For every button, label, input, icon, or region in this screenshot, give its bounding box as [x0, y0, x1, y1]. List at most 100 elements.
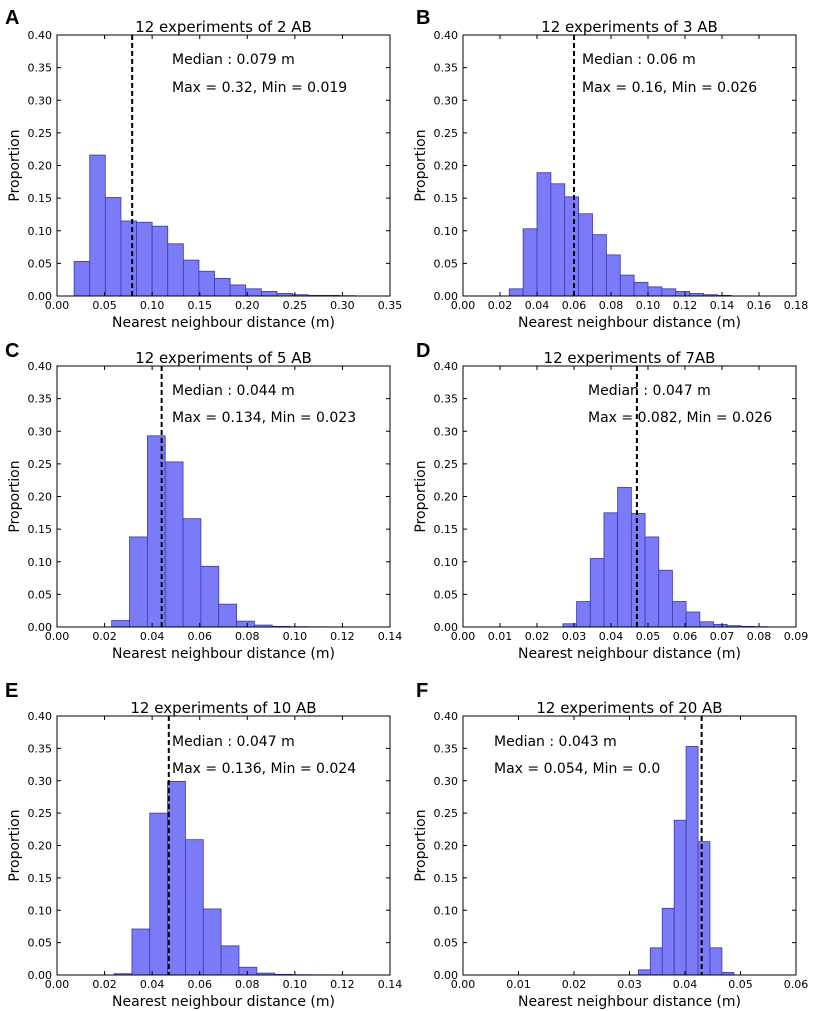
- x-tick-label: 0.12: [330, 978, 355, 991]
- histogram-bar: [167, 243, 184, 297]
- x-tick-label: 0.01: [506, 978, 531, 991]
- y-tick-label: 0.30: [434, 94, 459, 107]
- max-min-annotation: Max = 0.054, Min = 0.0: [494, 761, 660, 777]
- histogram-bar: [589, 558, 605, 628]
- y-tick-label: 0.15: [28, 872, 53, 885]
- x-tick-label: 0.00: [451, 630, 476, 643]
- x-axis: 0.00 0.01 0.02 0.03 0.04 0.05 0.06 Nearest neig…: [451, 716, 808, 1010]
- chart-title: 12 experiments of 5 AB: [135, 349, 312, 367]
- histogram-bar: [592, 234, 607, 297]
- y-tick-label: 0.35: [434, 393, 459, 406]
- x-tick-label: 0.20: [235, 299, 260, 312]
- y-tick-label: 0.10: [28, 225, 53, 238]
- histogram-bar: [637, 969, 651, 976]
- x-tick-label: 0.08: [599, 299, 624, 312]
- y-axis: 0.00 0.05 0.10 0.15 0.20 0.25 0.30 0.35 0.40 Prop…: [7, 360, 390, 634]
- y-tick-label: 0.20: [434, 840, 459, 853]
- y-tick-label: 0.00: [28, 621, 53, 634]
- y-tick-label: 0.40: [28, 29, 53, 42]
- histogram-bar: [185, 839, 204, 976]
- histogram-bar: [649, 947, 663, 976]
- y-axis-label: Proportion: [7, 129, 23, 201]
- x-tick-label: 0.14: [710, 299, 735, 312]
- y-tick-label: 0.25: [28, 127, 53, 140]
- y-tick-label: 0.10: [28, 556, 53, 569]
- y-tick-label: 0.30: [28, 94, 53, 107]
- x-tick-label: 0.04: [140, 630, 165, 643]
- histogram-bar: [167, 781, 186, 976]
- x-tick-label: 0.05: [728, 978, 753, 991]
- x-tick-label: 0.14: [378, 630, 403, 643]
- histogram-bar: [200, 565, 220, 628]
- y-axis-label: Proportion: [413, 809, 429, 881]
- x-tick-label: 0.00: [45, 978, 70, 991]
- histogram-bar: [564, 196, 580, 297]
- y-tick-label: 0.00: [434, 290, 459, 303]
- y-tick-label: 0.40: [434, 710, 459, 723]
- chart-title: 12 experiments of 10 AB: [130, 699, 316, 717]
- axes-frame: [462, 715, 797, 976]
- histogram-bar: [136, 221, 153, 297]
- y-axis: 0.00 0.05 0.10 0.15 0.20 0.25 0.30 0.35 0.40 Prop…: [413, 710, 796, 982]
- x-tick-label: 0.12: [673, 299, 698, 312]
- panel-b: B 12 experiments of 3 AB0.00 0.02 0.04 0.06 0…: [413, 7, 808, 331]
- histogram-bar: [129, 536, 148, 628]
- x-axis-label: Nearest neighbour distance (m): [112, 994, 335, 1010]
- histogram-bar: [550, 183, 566, 297]
- x-tick-label: 0.07: [710, 630, 735, 643]
- y-tick-label: 0.30: [434, 425, 459, 438]
- y-tick-label: 0.05: [434, 588, 459, 601]
- median-annotation: Median : 0.044 m: [172, 383, 295, 399]
- histogram-bar: [164, 461, 184, 628]
- y-tick-label: 0.35: [434, 62, 459, 75]
- x-tick-label: 0.02: [92, 978, 117, 991]
- panel-c: C 12 experiments of 5 AB0.00 0.02 0.04 0.06 0…: [5, 340, 402, 662]
- histogram-bar: [644, 536, 660, 628]
- x-tick-label: 0.30: [330, 299, 355, 312]
- y-axis-label: Proportion: [413, 460, 429, 532]
- x-tick-label: 0.04: [599, 630, 624, 643]
- x-tick-label: 0.06: [187, 978, 212, 991]
- x-tick-label: 0.18: [784, 299, 809, 312]
- x-tick-label: 0.15: [187, 299, 212, 312]
- histogram-bar: [699, 621, 714, 628]
- x-tick-label: 0.25: [283, 299, 308, 312]
- x-tick-label: 0.16: [747, 299, 772, 312]
- chart-title: 12 experiments of 20 AB: [536, 699, 722, 717]
- panel-letter: A: [5, 7, 19, 29]
- x-tick-label: 0.05: [92, 299, 117, 312]
- histogram-bar: [709, 947, 723, 976]
- max-min-annotation: Max = 0.32, Min = 0.019: [172, 80, 347, 96]
- y-tick-label: 0.15: [28, 192, 53, 205]
- histogram-bar: [245, 288, 262, 297]
- y-tick-label: 0.30: [28, 425, 53, 438]
- y-tick-label: 0.35: [28, 62, 53, 75]
- x-axis: 0.00 0.02 0.04 0.06 0.08 0.10 0.12 0.14 Nearest …: [45, 716, 402, 1010]
- x-axis-label: Nearest neighbour distance (m): [112, 315, 335, 331]
- max-min-annotation: Max = 0.082, Min = 0.026: [588, 410, 772, 426]
- y-tick-label: 0.40: [28, 360, 53, 373]
- y-axis: 0.00 0.05 0.10 0.15 0.20 0.25 0.30 0.35 0.40 Prop…: [7, 710, 390, 982]
- histogram-bar: [202, 908, 222, 976]
- y-axis: 0.00 0.05 0.10 0.15 0.20 0.25 0.30 0.35 0.40 Prop…: [413, 360, 796, 634]
- y-tick-label: 0.40: [28, 710, 53, 723]
- histogram-bar: [89, 154, 106, 297]
- y-tick-label: 0.40: [434, 360, 459, 373]
- y-axis-label: Proportion: [7, 809, 23, 881]
- y-tick-label: 0.20: [434, 491, 459, 504]
- y-tick-label: 0.10: [434, 225, 459, 238]
- y-tick-label: 0.00: [434, 621, 459, 634]
- median-annotation: Median : 0.043 m: [494, 734, 617, 750]
- y-tick-label: 0.05: [434, 937, 459, 950]
- histogram-bar: [73, 261, 91, 297]
- histogram-bar: [576, 601, 591, 628]
- x-tick-label: 0.35: [378, 299, 403, 312]
- bars: [562, 486, 769, 628]
- y-tick-label: 0.35: [434, 742, 459, 755]
- median-annotation: Median : 0.079 m: [172, 52, 295, 68]
- chart-title: 12 experiments of 7AB: [544, 349, 716, 367]
- panel-f: F 12 experiments of 20 AB 0.00 0.01 0.02 0.03…: [413, 680, 808, 1010]
- histogram-bar: [685, 746, 699, 976]
